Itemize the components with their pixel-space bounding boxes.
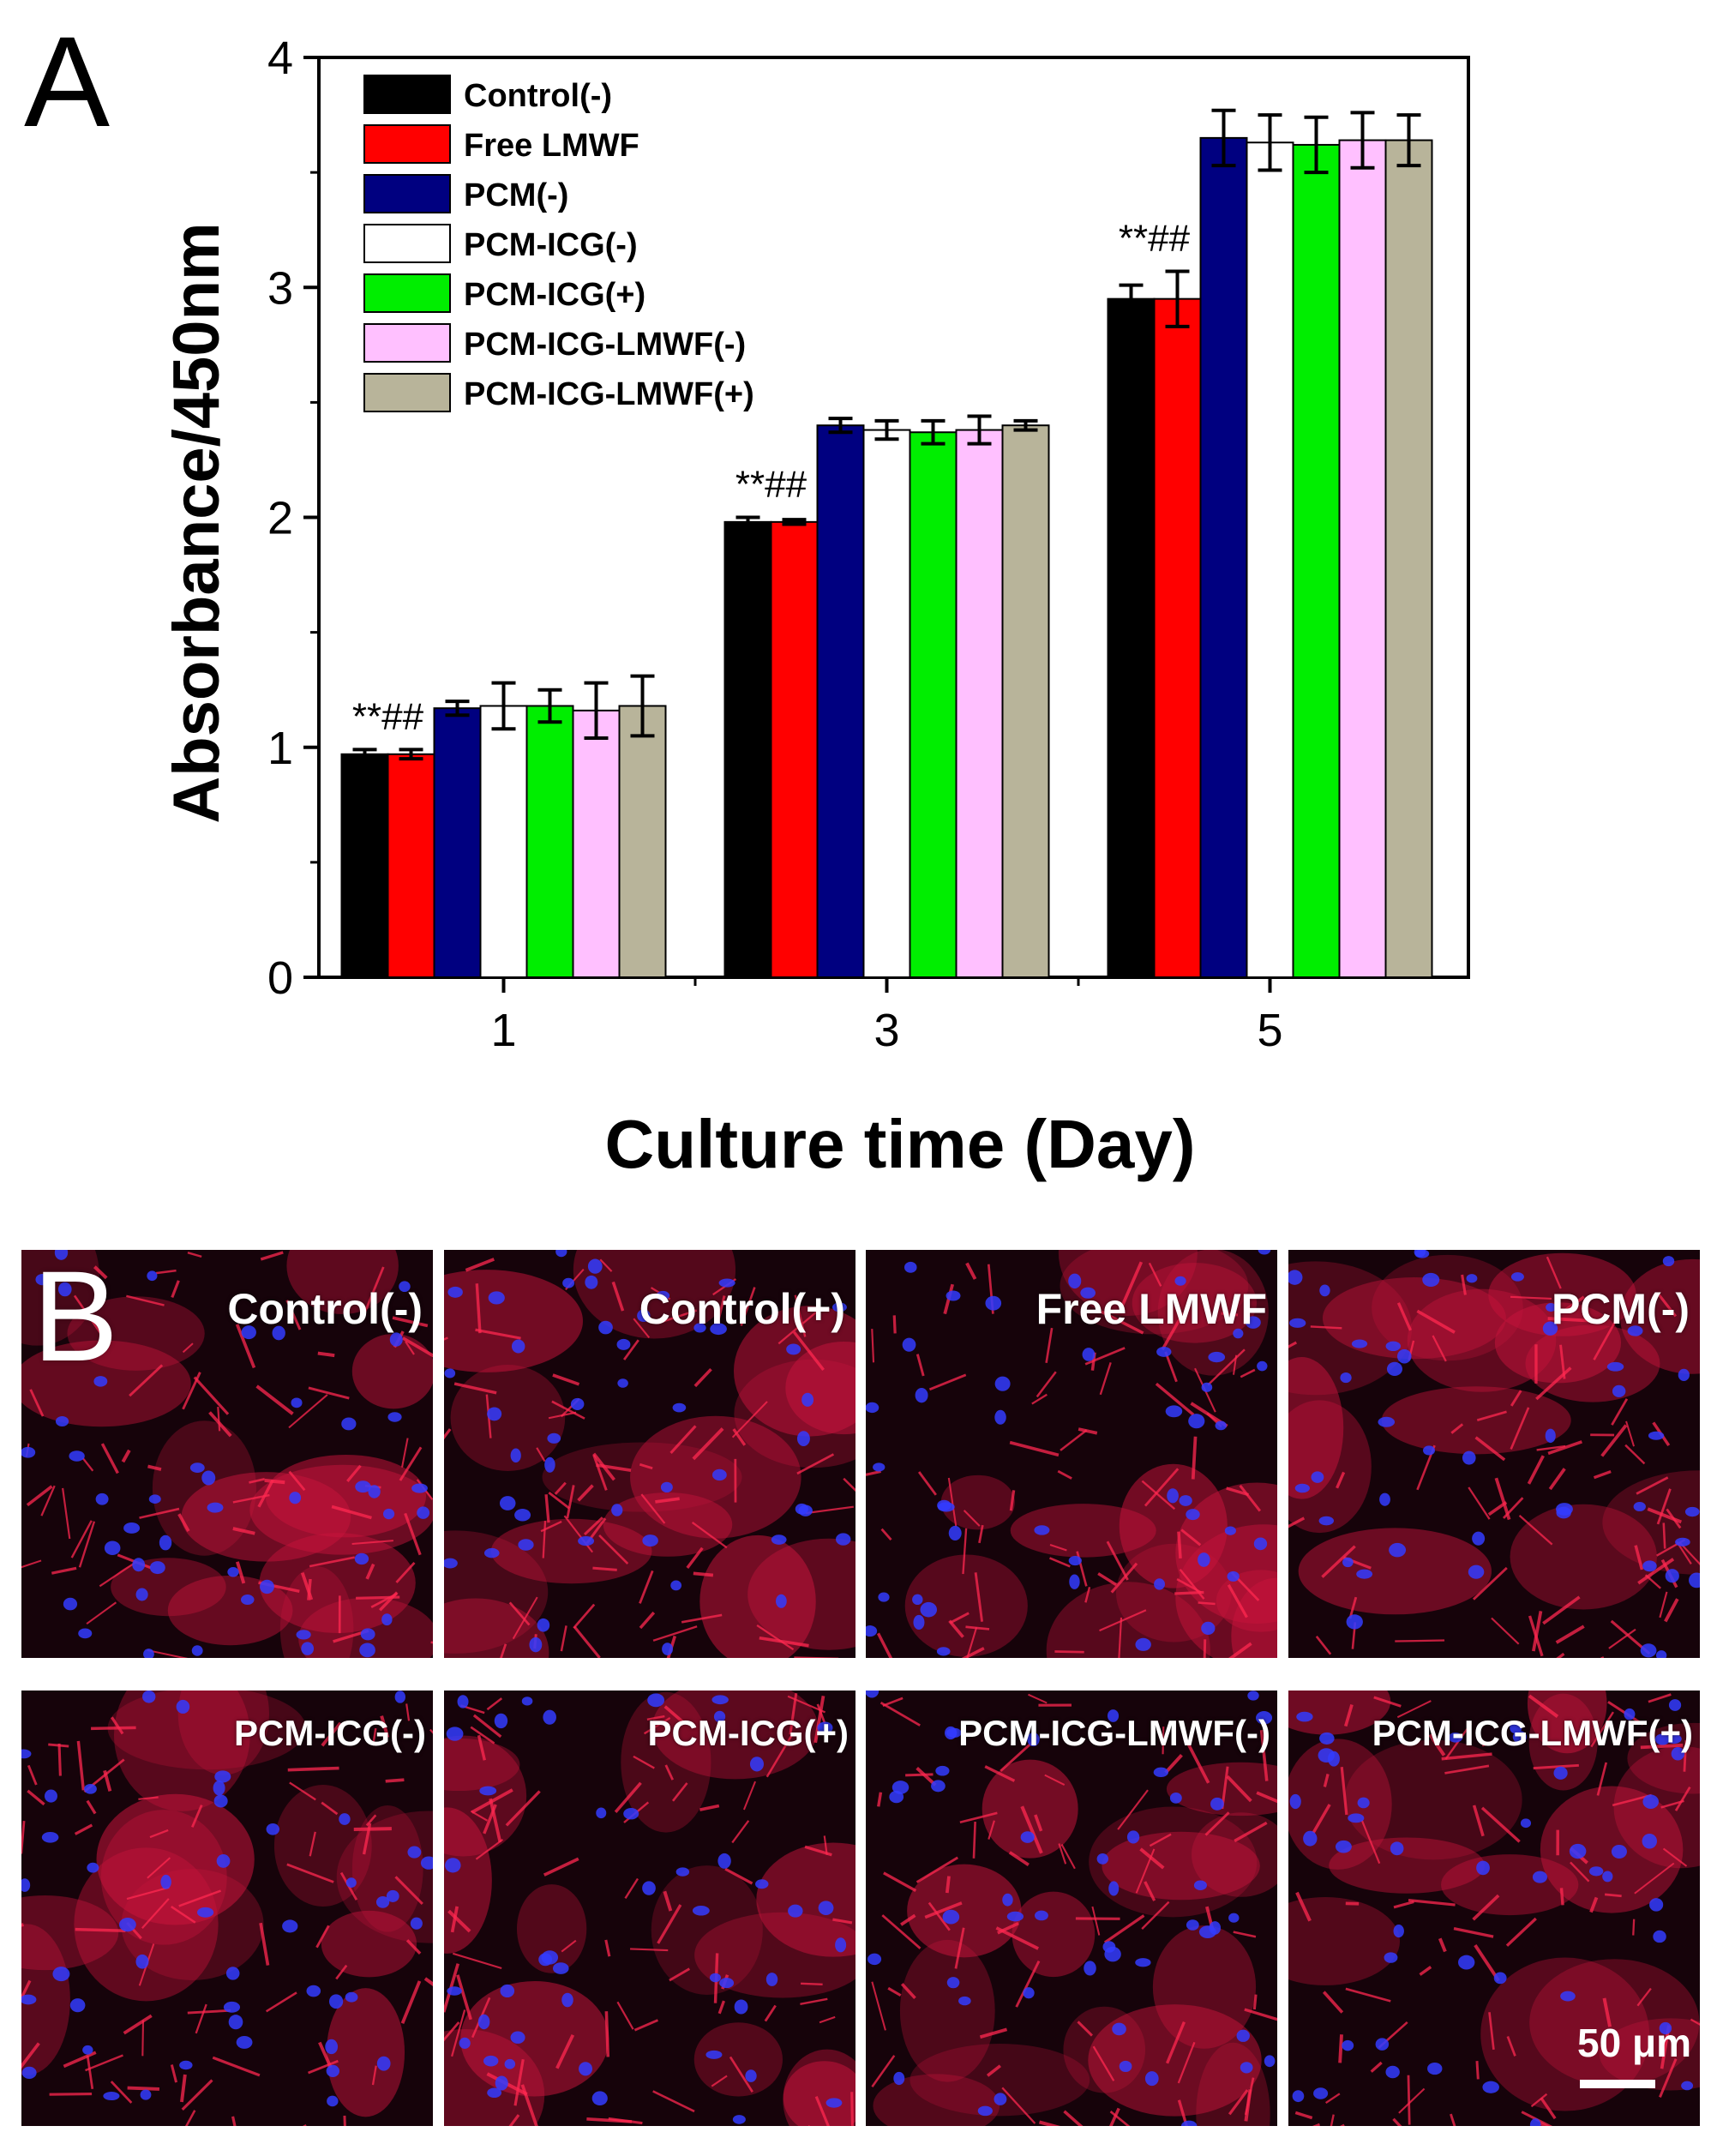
x-tick-label: 1 xyxy=(490,1005,516,1056)
micrograph-label: PCM-ICG(-) xyxy=(234,1713,426,1753)
y-tick-label: 4 xyxy=(267,33,293,84)
micrograph-panel: PCM-ICG-LMWF(+) 50 μm xyxy=(1288,1691,1700,2126)
bar xyxy=(433,707,482,979)
bar xyxy=(340,753,389,978)
micrograph-label: PCM(-) xyxy=(1551,1285,1690,1333)
fluorescence-image xyxy=(444,1691,855,2126)
fluorescence-image xyxy=(1288,1691,1700,2126)
micrograph-panel: PCM-ICG(+) xyxy=(444,1691,855,2126)
micrograph-label: Free LMWF xyxy=(1036,1285,1267,1333)
legend-entry: PCM-ICG(+) xyxy=(464,277,645,313)
micrograph-label: PCM-ICG(+) xyxy=(647,1713,849,1753)
fluorescence-image xyxy=(866,1691,1277,2126)
y-tick-label: 1 xyxy=(267,723,293,774)
bar xyxy=(955,429,1004,978)
legend-entry: Free LMWF xyxy=(464,128,639,164)
micrograph-grid: Control(-) Control(+) Free LMWF PCM(-) PCM-I… xyxy=(21,1250,1707,2126)
bar xyxy=(816,424,865,978)
micrograph-label: Control(-) xyxy=(227,1285,423,1333)
micrograph-label: Control(+) xyxy=(639,1285,845,1333)
chart-error-bars xyxy=(352,108,1421,761)
legend-entry: PCM(-) xyxy=(464,177,568,213)
micrograph-panel: PCM-ICG(-) xyxy=(21,1691,433,2126)
scale-bar-label: 50 μm xyxy=(1577,2021,1691,2065)
y-axis-label: Absorbance/450nm xyxy=(160,222,233,823)
micrograph-panel: PCM(-) xyxy=(1288,1250,1700,1658)
bar xyxy=(770,520,819,978)
legend-swatch xyxy=(363,75,451,114)
y-tick-label: 2 xyxy=(267,493,293,544)
fluorescence-image xyxy=(21,1691,433,2126)
bar xyxy=(1199,136,1248,978)
bar xyxy=(618,705,667,979)
panel-a-letter: A xyxy=(24,9,111,153)
bar xyxy=(1292,143,1341,978)
y-tick-label: 0 xyxy=(267,952,293,1004)
bar xyxy=(909,431,958,978)
legend-swatch xyxy=(363,273,451,313)
fluorescence-image xyxy=(866,1250,1277,1658)
micrograph-panel: Control(+) xyxy=(444,1250,855,1658)
fluorescence-image xyxy=(21,1250,433,1658)
legend-swatch xyxy=(363,323,451,363)
bar xyxy=(723,520,772,978)
micrograph-label: PCM-ICG-LMWF(+) xyxy=(1372,1713,1693,1753)
legend-swatch xyxy=(363,373,451,412)
bar xyxy=(1153,297,1202,979)
bar-chart: 0 1 2 3 4 1 3 5 **## **## **## Control(-) Free LMW… xyxy=(160,33,1470,1182)
bar xyxy=(1246,141,1294,978)
significance-annotation: **## xyxy=(735,464,807,506)
legend-entry: PCM-ICG-LMWF(-) xyxy=(464,327,746,363)
legend-swatch xyxy=(363,124,451,164)
bar xyxy=(525,705,574,979)
bar xyxy=(862,429,911,978)
legend-entry: PCM-ICG(-) xyxy=(464,227,638,263)
micrograph-label: PCM-ICG-LMWF(-) xyxy=(958,1713,1270,1753)
legend-entry: PCM-ICG-LMWF(+) xyxy=(464,376,754,412)
micrograph-panel: Free LMWF xyxy=(866,1250,1277,1658)
y-tick-label: 3 xyxy=(267,262,293,314)
chart-legend: Control(-) Free LMWF PCM(-) PCM-ICG(-) PCM-I… xyxy=(363,75,754,412)
panel-b-letter: B xyxy=(33,1244,119,1388)
bar xyxy=(1001,424,1050,978)
x-axis-label: Culture time (Day) xyxy=(605,1106,1196,1182)
legend-swatch xyxy=(363,224,451,263)
bar xyxy=(479,705,528,979)
x-tick-label: 5 xyxy=(1257,1005,1282,1056)
chart-bars xyxy=(340,136,1433,979)
x-tick-label: 3 xyxy=(874,1005,899,1056)
legend-swatch xyxy=(363,174,451,213)
bar xyxy=(572,709,621,979)
fluorescence-image xyxy=(444,1250,855,1658)
bar xyxy=(1338,139,1387,978)
bar xyxy=(1384,139,1433,978)
scale-bar xyxy=(1580,2080,1655,2088)
significance-annotation: **## xyxy=(352,695,424,737)
chart-annotations: **## **## **## xyxy=(352,217,1191,737)
legend-entry: Control(-) xyxy=(464,78,612,114)
bar xyxy=(387,753,435,978)
micrograph-panel: Control(-) xyxy=(21,1250,433,1658)
bar xyxy=(1107,297,1156,979)
fluorescence-image xyxy=(1288,1250,1700,1658)
significance-annotation: **## xyxy=(1119,217,1191,259)
micrograph-panel: PCM-ICG-LMWF(-) xyxy=(866,1691,1277,2126)
